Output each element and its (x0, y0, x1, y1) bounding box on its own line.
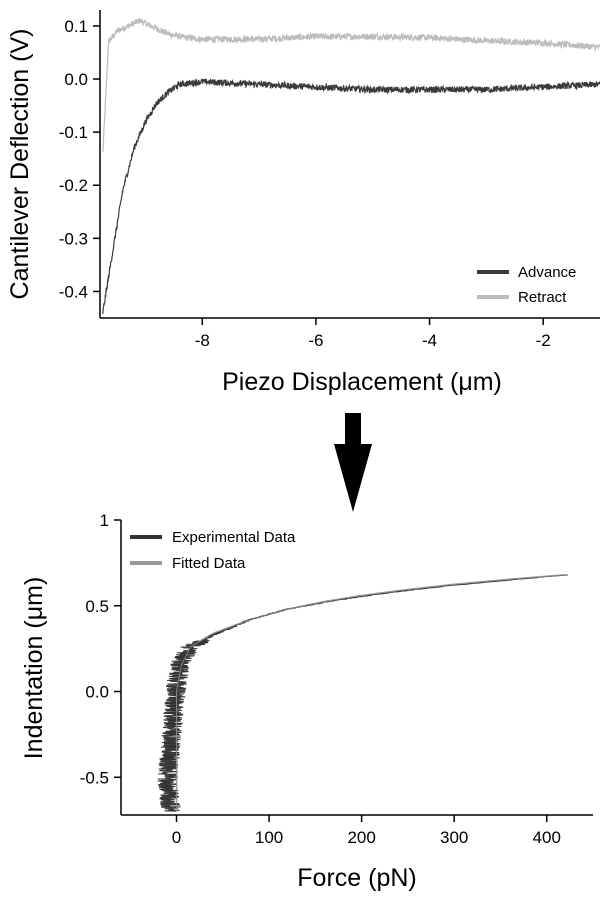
indentation-y-tick-label: 1 (100, 511, 109, 530)
indentation-x-tick-label: 100 (255, 828, 283, 847)
indentation-x-ticks: 0 100 200 300 400 (172, 815, 561, 847)
indentation-y-label: Indentation (μm) (20, 577, 48, 760)
deflection-x-tick-label: -6 (308, 331, 323, 350)
indentation-series-group (157, 574, 568, 813)
indentation-legend: Experimental Data Fitted Data (130, 529, 296, 572)
indentation-x-tick-label: 200 (347, 828, 375, 847)
deflection-x-tick-label: -4 (422, 331, 437, 350)
indentation-y-tick-label: 0.0 (85, 683, 109, 702)
deflection-series-group (102, 17, 600, 315)
legend-label-retract: Retract (518, 289, 567, 306)
legend-label-fitted: Fitted Data (172, 555, 246, 572)
indentation-y-ticks: 1 0.5 0.0 -0.5 (80, 511, 121, 787)
deflection-x-label: Piezo Displacement (μm) (222, 368, 502, 396)
indentation-x-tick-label: 0 (172, 828, 181, 847)
deflection-x-tick-label: -2 (536, 331, 551, 350)
deflection-chart: 0.1 0.0 -0.1 -0.2 -0.3 -0.4 -8 -6 -4 -2 Cantilev… (6, 10, 600, 396)
deflection-y-ticks: 0.1 0.0 -0.1 -0.2 -0.3 -0.4 (59, 17, 100, 301)
deflection-y-tick-label: 0.1 (64, 17, 88, 36)
legend-label-advance: Advance (518, 264, 576, 281)
series-line-advance (102, 78, 600, 315)
series-line-retract (102, 17, 600, 153)
indentation-y-tick-label: -0.5 (80, 768, 109, 787)
indentation-chart: 1 0.5 0.0 -0.5 0 100 200 300 400 Indentation (μ… (20, 511, 593, 892)
indentation-x-tick-label: 400 (533, 828, 561, 847)
indentation-y-tick-label: 0.5 (85, 597, 109, 616)
deflection-y-tick-label: -0.1 (59, 123, 88, 142)
deflection-y-tick-label: -0.4 (59, 282, 88, 301)
deflection-x-ticks: -8 -6 -4 -2 (195, 318, 551, 350)
deflection-y-label: Cantilever Deflection (V) (6, 29, 34, 300)
deflection-y-tick-label: -0.3 (59, 229, 88, 248)
deflection-y-tick-label: -0.2 (59, 176, 88, 195)
down-arrow-icon (334, 413, 372, 512)
indentation-x-label: Force (pN) (297, 864, 416, 892)
series-line-fitted (175, 574, 566, 812)
deflection-y-tick-label: 0.0 (64, 70, 88, 89)
legend-label-experimental: Experimental Data (172, 529, 296, 546)
series-line-fitted-overlay (176, 574, 566, 812)
deflection-x-tick-label: -8 (195, 331, 210, 350)
indentation-x-tick-label: 300 (440, 828, 468, 847)
series-line-experimental (157, 574, 568, 813)
deflection-legend: Advance Retract (477, 264, 576, 306)
